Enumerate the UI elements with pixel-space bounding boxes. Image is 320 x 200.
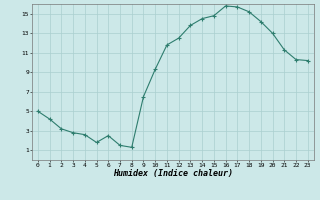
X-axis label: Humidex (Indice chaleur): Humidex (Indice chaleur) — [113, 169, 233, 178]
